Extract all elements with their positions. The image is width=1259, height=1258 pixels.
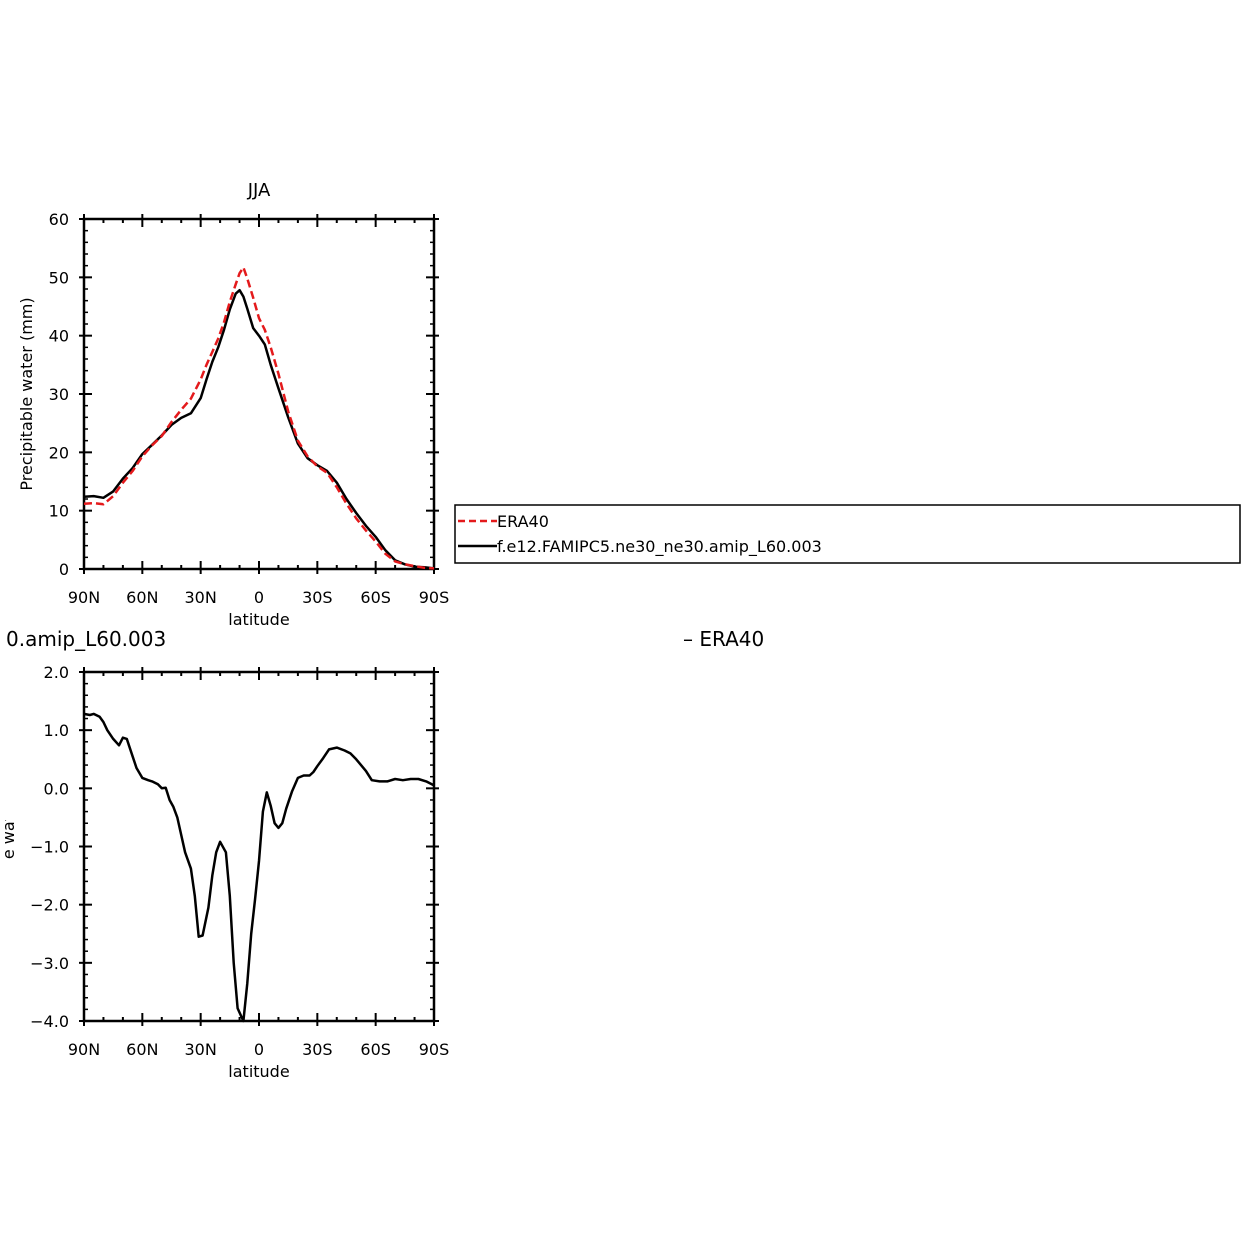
x-tick-label: 90S xyxy=(419,1040,450,1059)
y-tick-label: 2.0 xyxy=(44,663,69,682)
top-y-axis-label: Precipitable water (mm) xyxy=(17,297,36,490)
bottom-plot-frame xyxy=(82,670,436,1023)
y-tick-label: 60 xyxy=(49,210,69,229)
y-tick-label: 20 xyxy=(49,443,69,462)
top-axis-ticks xyxy=(79,214,439,574)
y-tick-label: 40 xyxy=(49,327,69,346)
top-panel: JJA 90N 60N 30N 0 30S 60S 90S 0 10 20 30 40 50 60 la… xyxy=(17,180,449,629)
series-line-1 xyxy=(83,288,435,570)
y-tick-label: −2.0 xyxy=(30,896,69,915)
x-tick-label: 60S xyxy=(360,588,391,607)
y-tick-label: 1.0 xyxy=(44,721,69,740)
x-tick-label: 30S xyxy=(302,1040,333,1059)
y-tick-label: 0.0 xyxy=(44,779,69,798)
series-line-0 xyxy=(83,712,435,1023)
bottom-y-axis-label: Precipitable water (mm) xyxy=(0,750,18,943)
y-tick-label: −4.0 xyxy=(30,1012,69,1031)
top-y-tick-labels: 0 10 20 30 40 50 60 xyxy=(49,210,69,579)
top-x-tick-labels: 90N 60N 30N 0 30S 60S 90S xyxy=(68,588,449,607)
y-tick-label: 30 xyxy=(49,385,69,404)
x-tick-label: 90N xyxy=(68,588,100,607)
top-x-axis-label: latitude xyxy=(228,610,289,629)
y-tick-label: 50 xyxy=(49,268,69,287)
x-tick-label: 30N xyxy=(185,1040,217,1059)
bottom-chart-title-right: – ERA40 xyxy=(683,627,764,651)
bottom-x-tick-labels: 90N 60N 30N 0 30S 60S 90S xyxy=(68,1040,449,1059)
y-tick-label: −3.0 xyxy=(30,954,69,973)
legend-label-model: f.e12.FAMIPC5.ne30_ne30.amip_L60.003 xyxy=(497,537,822,557)
top-plot-frame xyxy=(82,217,436,571)
x-tick-label: 90S xyxy=(419,588,450,607)
x-tick-label: 90N xyxy=(68,1040,100,1059)
bottom-panel: 0.amip_L60.003 – ERA40 90N 60N 30N 0 30S 60S 9… xyxy=(0,627,764,1081)
bottom-x-axis-label: latitude xyxy=(228,1062,289,1081)
y-tick-label: 10 xyxy=(49,502,69,521)
x-tick-label: 0 xyxy=(254,588,264,607)
top-series-group xyxy=(83,266,435,570)
bottom-y-tick-labels: −4.0 −3.0 −2.0 −1.0 0.0 1.0 2.0 xyxy=(30,663,69,1031)
x-tick-label: 60N xyxy=(126,588,158,607)
x-tick-label: 0 xyxy=(254,1040,264,1059)
legend: ERA40 f.e12.FAMIPC5.ne30_ne30.amip_L60.0… xyxy=(454,504,1241,564)
x-tick-label: 30S xyxy=(302,588,333,607)
x-tick-label: 60N xyxy=(126,1040,158,1059)
top-chart-title: JJA xyxy=(247,180,271,201)
x-tick-label: 30N xyxy=(185,588,217,607)
bottom-chart-title: 0.amip_L60.003 xyxy=(6,627,166,651)
y-tick-label: 0 xyxy=(59,560,69,579)
legend-box xyxy=(454,504,1241,564)
legend-label-era40: ERA40 xyxy=(497,512,549,531)
y-tick-label: −1.0 xyxy=(30,838,69,857)
bottom-series-group xyxy=(83,712,435,1023)
series-line-0 xyxy=(83,266,435,570)
x-tick-label: 60S xyxy=(360,1040,391,1059)
